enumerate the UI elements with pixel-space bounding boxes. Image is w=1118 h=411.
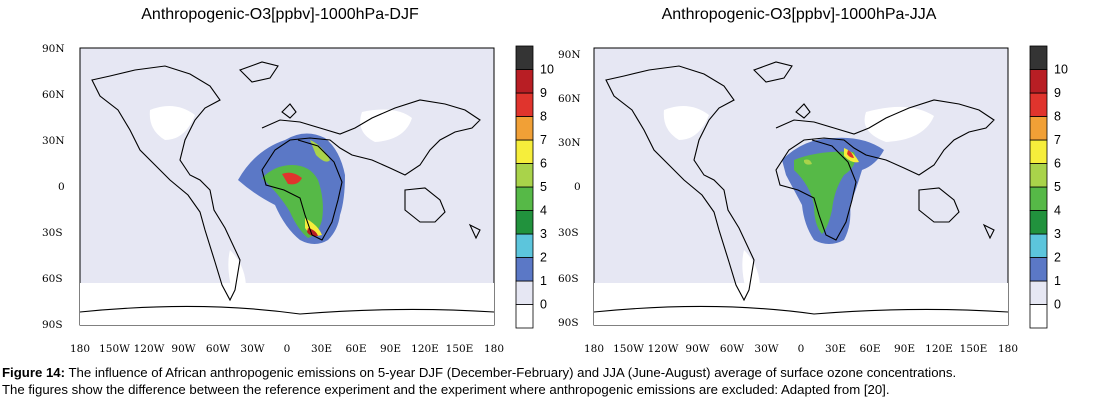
lat-label: 30N <box>558 137 581 149</box>
colorbar-swatch <box>1029 233 1048 258</box>
lat-label: 90N <box>42 43 65 55</box>
lon-axis-jja: 180 150W 120W 90W 60W 30W 0 30E 60E 90E … <box>584 343 1018 355</box>
lon-label: 30E <box>825 343 846 355</box>
colorbar-label: 0 <box>1054 298 1061 312</box>
colorbar-swatch <box>1029 45 1048 70</box>
lon-axis-djf: 180 150W 120W 90W 60W 30W 0 30E 60E 90E … <box>70 343 504 355</box>
colorbar-label: 4 <box>1054 204 1061 218</box>
colorbar-swatch <box>515 45 534 70</box>
colorbar-swatch <box>1029 257 1048 282</box>
lon-label: 30W <box>240 343 264 355</box>
lon-label: 150W <box>613 343 644 355</box>
lat-label: 60S <box>558 273 579 285</box>
lat-label: 90S <box>42 319 63 331</box>
lon-label: 180 <box>484 343 504 355</box>
colorbar-label: 5 <box>1054 180 1061 194</box>
colorbar-swatch <box>1029 139 1048 164</box>
lat-label: 60S <box>42 273 63 285</box>
lon-label: 60W <box>206 343 230 355</box>
colorbar-swatch <box>1029 92 1048 117</box>
map-panel-djf: Anthropogenic-O3[ppbv]-1000hPa-DJF <box>0 0 560 360</box>
map-svg-djf: 90N 60N 30N 0 30S 60S 90S 180 150W 120W … <box>42 43 554 355</box>
lon-label: 180 <box>584 343 604 355</box>
colorbar-label: 0 <box>540 298 547 312</box>
lon-label: 60E <box>859 343 880 355</box>
colorbar-label: 7 <box>1054 133 1061 147</box>
colorbar-jja: 0 1 2 3 4 5 6 7 8 9 10 <box>1029 45 1068 329</box>
colorbar-swatch <box>1029 69 1048 94</box>
caption-line1: The influence of African anthropogenic e… <box>65 365 957 380</box>
colorbar-swatch <box>1029 280 1048 305</box>
colorbar-label: 8 <box>540 110 547 124</box>
map-frame-jja <box>593 47 1009 326</box>
lon-label: 90E <box>894 343 915 355</box>
lon-label: 0 <box>284 343 291 355</box>
lat-label: 0 <box>58 181 65 193</box>
colorbar-swatch <box>1029 163 1048 188</box>
lon-label: 30W <box>754 343 778 355</box>
lon-label: 150E <box>446 343 474 355</box>
map-frame-djf <box>79 47 495 326</box>
map-panel-jja: Anthropogenic-O3[ppbv]-1000hPa-JJA <box>514 0 1074 360</box>
colorbar-swatch <box>1029 210 1048 235</box>
colorbar-djf: 0 1 2 3 4 5 6 7 8 9 10 <box>515 45 554 329</box>
colorbar-label: 7 <box>540 133 547 147</box>
lon-label: 180 <box>998 343 1018 355</box>
lon-label: 90W <box>171 343 195 355</box>
lon-label: 150W <box>99 343 130 355</box>
colorbar-label: 6 <box>1054 157 1061 171</box>
colorbar-label: 10 <box>1054 63 1068 77</box>
map-svg-jja: 90N 60N 30N 0 30S 60S 90S 180 150W 120W … <box>558 45 1068 355</box>
map-title-djf: Anthropogenic-O3[ppbv]-1000hPa-DJF <box>141 6 419 23</box>
lon-label: 150E <box>960 343 988 355</box>
lon-label: 180 <box>70 343 90 355</box>
lon-label: 120W <box>134 343 165 355</box>
lat-label: 30S <box>42 227 63 239</box>
colorbar-label: 8 <box>1054 110 1061 124</box>
colorbar-label: 5 <box>540 180 547 194</box>
colorbar-label: 1 <box>540 274 547 288</box>
lat-label: 60N <box>42 89 65 101</box>
lat-axis-jja: 90N 60N 30N 0 30S 60S 90S <box>558 49 581 329</box>
lon-label: 120E <box>925 343 953 355</box>
lon-label: 120E <box>411 343 439 355</box>
lon-label: 0 <box>798 343 805 355</box>
lon-label: 90E <box>380 343 401 355</box>
colorbar-swatch <box>1029 304 1048 329</box>
lat-label: 90N <box>558 49 581 61</box>
colorbar-label: 9 <box>1054 86 1061 100</box>
caption-lead: Figure 14: <box>2 365 66 380</box>
lat-label: 30N <box>42 135 65 147</box>
colorbar-label: 3 <box>540 227 547 241</box>
figure-caption: Figure 14: The influence of African anth… <box>2 364 1114 398</box>
lon-label: 60E <box>345 343 366 355</box>
lon-label: 30E <box>311 343 332 355</box>
caption-line2: The figures show the difference between … <box>2 382 890 397</box>
map-title-jja: Anthropogenic-O3[ppbv]-1000hPa-JJA <box>661 6 937 23</box>
colorbar-label: 2 <box>540 251 547 265</box>
lat-label: 0 <box>574 181 581 193</box>
colorbar-label: 1 <box>1054 274 1061 288</box>
colorbar-label: 6 <box>540 157 547 171</box>
lon-label: 120W <box>648 343 679 355</box>
colorbar-label: 10 <box>540 63 554 77</box>
lon-label: 90W <box>685 343 709 355</box>
colorbar-swatch <box>1029 186 1048 211</box>
colorbar-label: 2 <box>1054 251 1061 265</box>
colorbar-swatch <box>1029 116 1048 141</box>
colorbar-label: 4 <box>540 204 547 218</box>
colorbar-label: 3 <box>1054 227 1061 241</box>
lat-axis-djf: 90N 60N 30N 0 30S 60S 90S <box>42 43 65 331</box>
lat-label: 30S <box>558 227 579 239</box>
lon-label: 60W <box>720 343 744 355</box>
colorbar-label: 9 <box>540 86 547 100</box>
lat-label: 60N <box>558 93 581 105</box>
lat-label: 90S <box>558 317 579 329</box>
